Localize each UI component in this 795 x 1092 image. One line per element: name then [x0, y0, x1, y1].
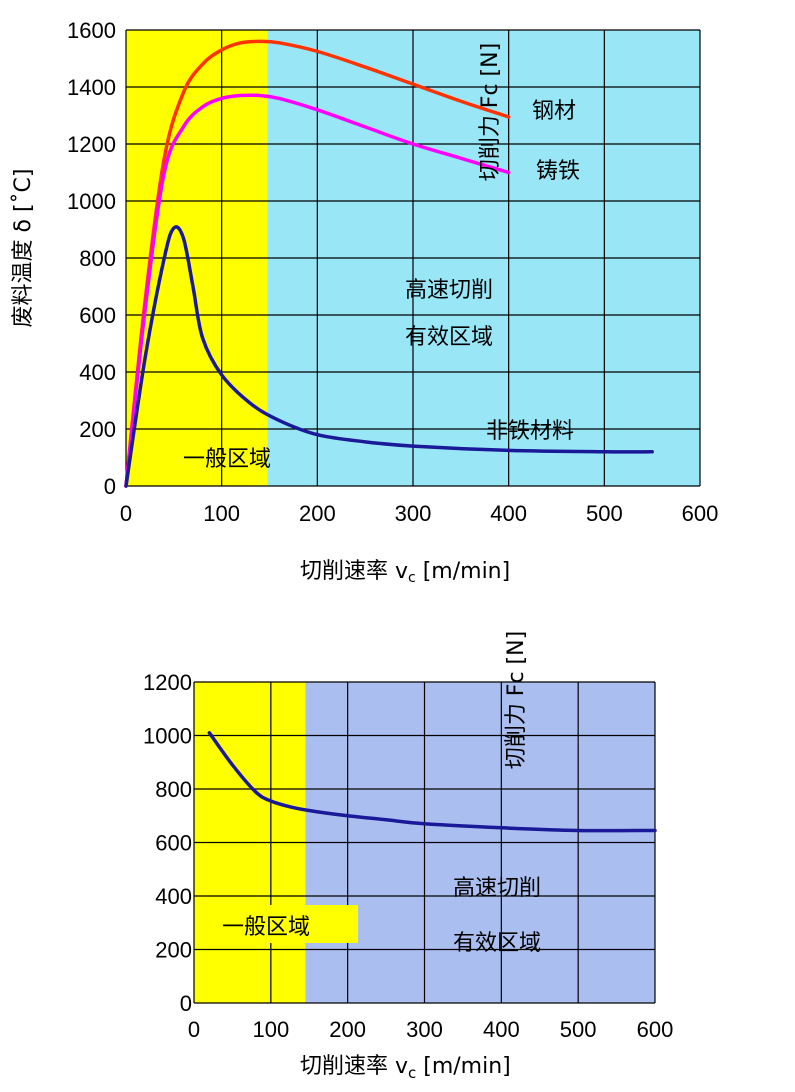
chart-series [207, 731, 657, 833]
y-tick-label: 600 [155, 831, 192, 856]
x-tick-label: 300 [395, 501, 432, 526]
chart-temperature: 0 100 200 300 400 500 600 0 200 400 600 800 1000 1200… [11, 18, 718, 586]
series-label-steel: 钢材 [532, 99, 576, 124]
chart-ticks: 0 100 200 300 400 500 600 0 200 400 600 800 1000 1200 [143, 670, 673, 1042]
x-tick-label: 500 [586, 501, 623, 526]
x-tick-label: 600 [637, 1017, 674, 1042]
secondary-axis-label: 切削力 Fc [N] [478, 43, 503, 181]
series-label-cast-iron: 铸铁 [536, 159, 580, 184]
y-tick-label: 1200 [67, 132, 116, 157]
y-tick-label: 1000 [143, 724, 192, 749]
chart-ticks: 0 100 200 300 400 500 600 0 200 400 600 800 1000 1200… [67, 18, 718, 526]
x-tick-label: 400 [483, 1017, 520, 1042]
y-tick-label: 1000 [67, 189, 116, 214]
chart-grid [125, 29, 701, 487]
region-label-normal: 一般区域 [183, 447, 271, 472]
x-tick-label: 100 [203, 501, 240, 526]
y-tick-label: 800 [155, 777, 192, 802]
chart-series [124, 39, 654, 488]
y-tick-label: 400 [155, 884, 192, 909]
x-tick-label: 0 [188, 1017, 200, 1042]
chart-cutting-force: 0 100 200 300 400 500 600 0 200 400 600 800 1000 1200… [143, 631, 673, 1082]
x-tick-label: 0 [120, 501, 132, 526]
region-label-background [218, 905, 358, 943]
y-tick-label: 200 [155, 938, 192, 963]
x-axis-label: 切削速率 vc [m/min] [300, 1054, 511, 1082]
y-tick-label: 400 [79, 360, 116, 385]
y-tick-label: 800 [79, 246, 116, 271]
y-axis-label: 废料温度 δ [˚C] [11, 169, 36, 328]
y-tick-label: 0 [104, 474, 116, 499]
series-line-named-1 [124, 93, 511, 488]
x-tick-label: 200 [329, 1017, 366, 1042]
x-tick-label: 100 [252, 1017, 289, 1042]
y-tick-label: 1200 [143, 670, 192, 695]
region-label-hsc-line2: 有效区域 [405, 325, 493, 350]
y-tick-label: 0 [180, 991, 192, 1016]
y-tick-label: 1400 [67, 75, 116, 100]
y-tick-label: 200 [79, 417, 116, 442]
chart-grid [193, 681, 656, 1004]
series-label-nonferrous: 非铁材料 [486, 419, 574, 444]
x-axis-label: 切削速率 vc [m/min] [300, 559, 510, 586]
series-line-0 [207, 731, 657, 833]
y-axis-label: 切削力 Fc [N] [504, 631, 529, 769]
region-label-normal: 一般区域 [222, 915, 310, 940]
y-tick-label: 600 [79, 303, 116, 328]
region-label-hsc-line1: 高速切削 [453, 876, 541, 901]
x-tick-label: 300 [406, 1017, 443, 1042]
x-tick-label: 600 [682, 501, 719, 526]
region-label-hsc-line2: 有效区域 [453, 931, 541, 956]
y-tick-label: 1600 [67, 18, 116, 43]
x-tick-label: 200 [299, 501, 336, 526]
region-label-hsc-line1: 高速切削 [405, 278, 493, 303]
x-tick-label: 500 [560, 1017, 597, 1042]
x-tick-label: 400 [490, 501, 527, 526]
series-line-named-2 [124, 225, 654, 488]
